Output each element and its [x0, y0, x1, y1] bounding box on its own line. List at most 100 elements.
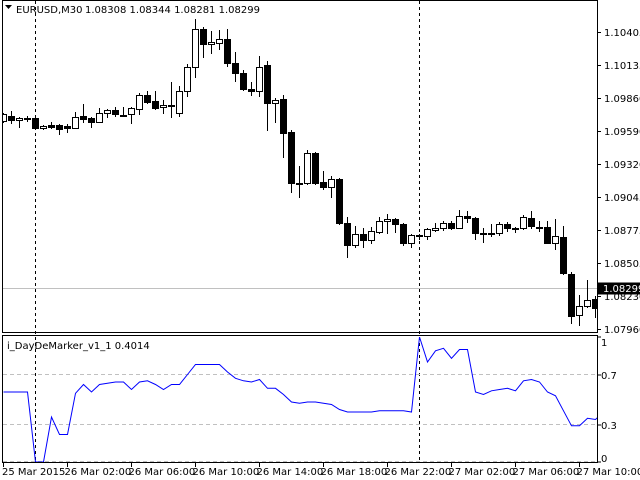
candle — [592, 296, 597, 318]
candle — [392, 218, 399, 233]
price-tick-label: 1.08505 — [604, 259, 640, 270]
candle — [104, 109, 111, 118]
candle — [376, 217, 383, 234]
time-tick-label: 27 Mar 02:00 — [449, 467, 516, 478]
bull-candle-body — [72, 117, 79, 129]
bull-candle-body — [184, 67, 191, 92]
bid-price-tag — [598, 282, 640, 295]
bear-candle-body — [312, 153, 319, 184]
bear-candle-body — [240, 73, 247, 90]
candle — [488, 224, 495, 237]
bear-candle-body — [144, 95, 151, 103]
bull-candle-body — [40, 126, 47, 129]
bull-candle-body — [256, 67, 263, 92]
bull-candle-body — [368, 231, 375, 241]
triangle-down-icon[interactable] — [5, 5, 12, 9]
candle — [416, 234, 423, 240]
candle — [248, 82, 255, 96]
bear-candle-body — [248, 89, 255, 92]
bear-candle-body — [232, 63, 239, 74]
candle — [152, 91, 159, 110]
candle — [8, 111, 15, 124]
candle — [472, 217, 479, 240]
indicator-tick-label: 0.3 — [601, 421, 617, 432]
bull-candle-body — [208, 42, 215, 45]
candle — [3, 113, 7, 123]
bear-candle-body — [392, 219, 399, 225]
bull-candle-body — [456, 216, 463, 229]
time-tick-label: 27 Mar 10:00 — [577, 467, 640, 478]
candle — [568, 272, 575, 324]
candle — [48, 122, 55, 129]
bear-candle-body — [48, 125, 55, 128]
main-pane-frame — [2, 0, 598, 333]
bid-price-label: 1.08299 — [603, 284, 640, 295]
bear-candle-body — [560, 237, 567, 274]
bull-candle-body — [24, 118, 31, 120]
bull-candle-body — [480, 233, 487, 235]
price-tick-label: 1.10405 — [604, 28, 640, 39]
candle — [224, 29, 231, 67]
bear-candle-body — [472, 218, 479, 234]
bear-candle-body — [288, 132, 295, 184]
bull-candle-body — [352, 234, 359, 246]
bull-candle-body — [432, 228, 439, 231]
bull-candle-body — [120, 115, 127, 117]
candle — [304, 150, 311, 185]
candle — [400, 223, 407, 246]
bull-candle-body — [552, 236, 559, 244]
candle — [296, 166, 303, 198]
price-tick-label: 1.08230 — [604, 292, 640, 303]
bull-candle-body — [272, 100, 279, 104]
candle — [184, 64, 191, 97]
candle — [24, 116, 31, 122]
bull-candle-body — [424, 229, 431, 237]
candle — [408, 234, 415, 248]
bull-candle-body — [128, 108, 135, 115]
time-tick-label: 26 Mar 22:00 — [385, 467, 452, 478]
time-tick-label: 27 Mar 06:00 — [513, 467, 580, 478]
candle — [208, 31, 215, 54]
bull-candle-body — [136, 95, 143, 110]
indicator-label: i_DayDeMarker_v1_1 0.4014 — [7, 341, 150, 352]
candle — [448, 221, 455, 230]
candle — [312, 152, 319, 185]
candle — [384, 214, 391, 234]
bull-candle-body — [576, 306, 583, 316]
bear-candle-body — [264, 65, 271, 104]
bull-candle-body — [408, 235, 415, 244]
time-tick-label: 26 Mar 14:00 — [257, 467, 324, 478]
candle — [432, 223, 439, 232]
candle — [456, 210, 463, 229]
candle — [504, 222, 511, 232]
time-tick-label: 26 Mar 10:00 — [193, 467, 260, 478]
price-tick-label: 1.09320 — [604, 160, 640, 171]
bear-candle-body — [8, 116, 15, 121]
candle — [216, 30, 223, 50]
candle — [496, 222, 503, 236]
bull-candle-body — [304, 153, 311, 184]
price-tick-label: 1.09860 — [604, 94, 640, 105]
bull-candle-body — [440, 223, 447, 229]
indicator-tick-label: 0.7 — [601, 371, 617, 382]
candle — [288, 130, 295, 193]
symbol-timeframe: EURUSD,M30 — [16, 5, 82, 16]
candle — [336, 178, 343, 225]
candle — [80, 104, 87, 123]
bear-candle-body — [504, 224, 511, 229]
bull-candle-body — [192, 29, 199, 68]
bull-candle-body — [488, 233, 495, 235]
bear-candle-body — [32, 118, 39, 129]
candle — [280, 95, 287, 158]
candle — [240, 70, 247, 91]
indicator-layer — [3, 337, 597, 462]
candle — [144, 91, 151, 104]
candle — [528, 211, 535, 229]
indicator-pane-frame — [2, 335, 598, 463]
bear-candle-body — [416, 235, 423, 237]
candle — [72, 112, 79, 129]
bear-candle-body — [528, 218, 535, 227]
indicator-series-line — [3, 337, 597, 462]
bull-candle-body — [512, 228, 519, 230]
